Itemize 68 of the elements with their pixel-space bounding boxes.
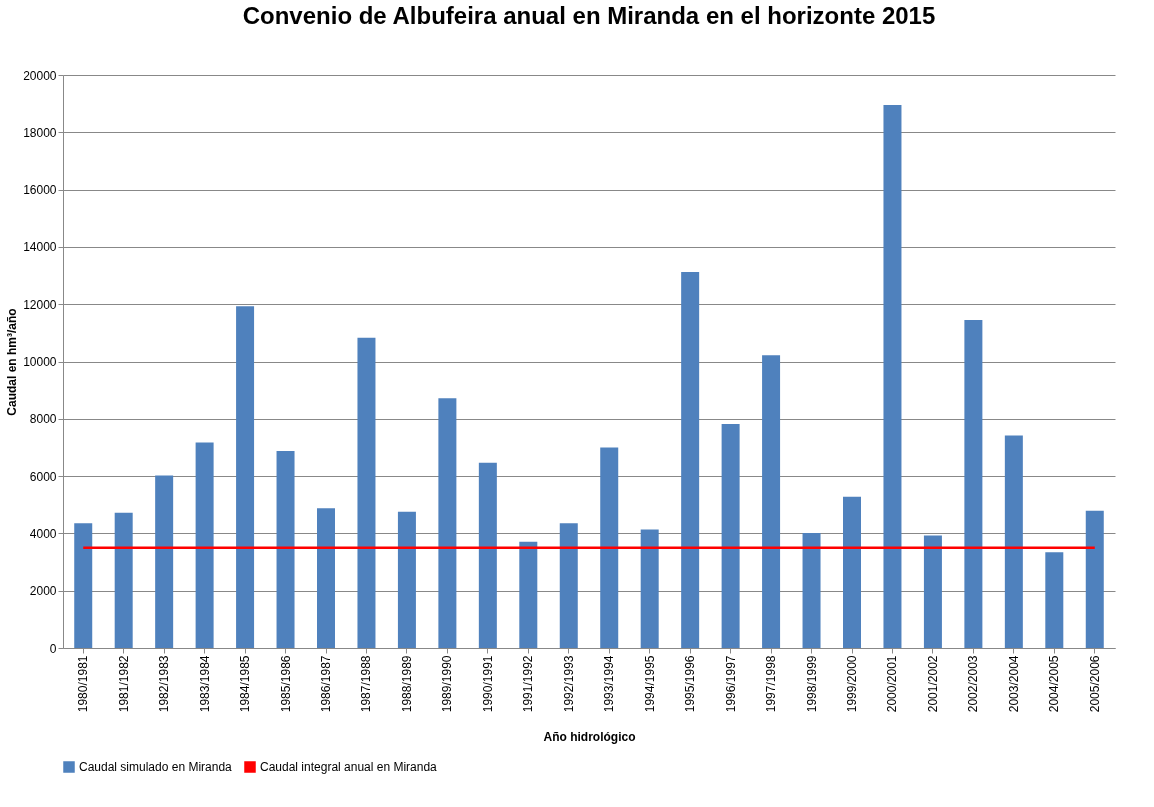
bar bbox=[155, 475, 174, 648]
x-tick-label: 2000/2001 bbox=[885, 655, 900, 713]
x-tick-label: 1996/1997 bbox=[723, 655, 738, 713]
x-tick-label: 1994/1995 bbox=[642, 655, 657, 713]
bar bbox=[397, 511, 416, 648]
bar bbox=[276, 450, 295, 648]
bar bbox=[883, 105, 902, 648]
x-tick-label: 1982/1983 bbox=[157, 655, 172, 713]
y-tick-label: 0 bbox=[49, 641, 57, 656]
bar bbox=[114, 512, 133, 648]
bar bbox=[640, 529, 659, 648]
x-tick-label: 1981/1982 bbox=[116, 655, 131, 713]
bar bbox=[923, 535, 942, 648]
x-tick-label: 1998/1999 bbox=[804, 655, 819, 713]
x-tick-label: 1983/1984 bbox=[197, 655, 212, 713]
y-tick-label: 16000 bbox=[23, 183, 57, 198]
bar bbox=[1004, 435, 1023, 648]
bar bbox=[74, 523, 93, 648]
y-tick-label: 20000 bbox=[23, 68, 57, 83]
y-tick-label: 8000 bbox=[29, 412, 57, 427]
bar bbox=[600, 447, 619, 648]
bar bbox=[721, 423, 740, 648]
legend-label: Caudal integral anual en Miranda bbox=[260, 760, 438, 774]
bar bbox=[762, 355, 781, 648]
x-tick-label: 1980/1981 bbox=[76, 655, 91, 713]
x-tick-label: 1999/2000 bbox=[845, 655, 859, 713]
x-tick-label: 1991/1992 bbox=[521, 655, 536, 713]
x-tick-label: 1997/1998 bbox=[764, 655, 779, 713]
bar bbox=[519, 541, 538, 648]
chart-title: Convenio de Albufeira anual en Miranda en el horizonte 2015 bbox=[242, 2, 936, 29]
legend-label: Caudal simulado en Miranda bbox=[79, 760, 233, 774]
bar bbox=[843, 496, 861, 648]
y-tick-label: 14000 bbox=[23, 240, 57, 255]
x-tick-label: 2001/2002 bbox=[925, 655, 940, 713]
x-tick-label: 2004/2005 bbox=[1047, 655, 1062, 713]
x-tick-label: 1988/1989 bbox=[399, 655, 414, 713]
x-tick-label: 1995/1996 bbox=[683, 655, 698, 713]
x-tick-label: 1984/1985 bbox=[238, 655, 253, 713]
x-tick-label: 1985/1986 bbox=[278, 655, 293, 713]
y-tick-label: 4000 bbox=[29, 526, 57, 541]
x-tick-label: 1992/1993 bbox=[561, 655, 576, 713]
y-tick-label: 18000 bbox=[23, 125, 57, 140]
bar bbox=[357, 337, 376, 648]
x-tick-label: 1989/1990 bbox=[440, 655, 455, 713]
x-tick-label: 1986/1987 bbox=[319, 655, 333, 713]
bar bbox=[681, 272, 700, 648]
bar bbox=[195, 442, 214, 648]
bar bbox=[236, 306, 255, 648]
y-tick-label: 10000 bbox=[23, 355, 57, 369]
bar bbox=[317, 508, 335, 648]
x-axis-title: Año hidrológico bbox=[543, 730, 636, 745]
bar bbox=[1085, 510, 1104, 648]
bar bbox=[802, 533, 821, 648]
x-tick-label: 2003/2004 bbox=[1006, 655, 1021, 713]
x-tick-label: 2002/2003 bbox=[966, 655, 981, 713]
y-tick-label: 2000 bbox=[29, 584, 57, 599]
x-tick-label: 1990/1991 bbox=[480, 655, 495, 713]
y-tick-label: 6000 bbox=[29, 469, 57, 484]
bar bbox=[438, 398, 457, 648]
y-tick-label: 12000 bbox=[23, 297, 57, 312]
bar bbox=[1045, 552, 1064, 648]
y-axis-title: Caudal en hm³/año bbox=[5, 308, 20, 416]
bar bbox=[559, 523, 578, 648]
bar bbox=[478, 462, 497, 648]
bar bbox=[964, 319, 983, 648]
x-tick-label: 2005/2006 bbox=[1087, 655, 1102, 713]
x-tick-label: 1993/1994 bbox=[602, 655, 617, 713]
x-tick-label: 1987/1988 bbox=[359, 655, 374, 713]
